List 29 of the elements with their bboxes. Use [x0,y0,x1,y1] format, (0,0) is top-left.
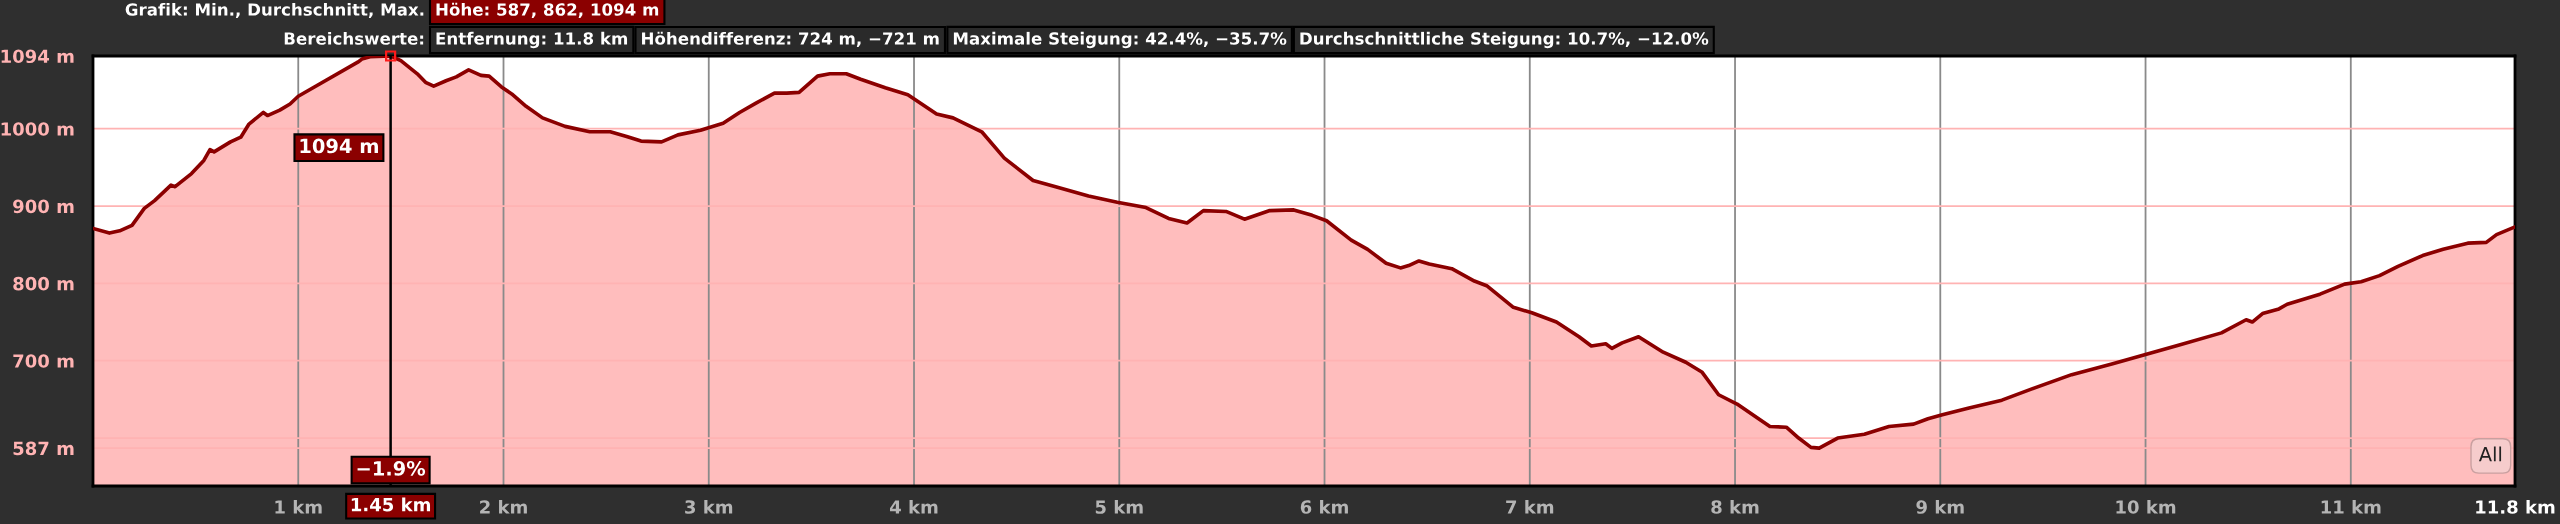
ref-line-label: 1.45 km [351,497,431,512]
text: Maximale Steigung: 42.4%, −35.7% [953,31,1287,49]
annotation: All [2478,446,2502,462]
x-tick-label: 8 km [1711,499,1759,514]
chart-subtitle: Bereichswerte: [284,31,424,45]
x-tick-label: 7 km [1506,499,1554,514]
y-tick-label: 900 m [13,199,74,214]
x-tick-label: 4 km [889,499,938,514]
x-tick-label: 9 km [1916,499,1964,514]
y-tick-label: 587 m [13,441,74,456]
text: Durchschnittliche Steigung: 10.7%, −12.0% [1300,31,1709,49]
x-tick-label: 10 km [2116,499,2176,514]
chart-title: Grafik: Min., Durchschnitt, Max. [125,2,424,18]
x-tick-label: 3 km [685,499,733,514]
y-tick-label: 1000 m [1,122,74,136]
x-tick-label: 2 km [480,499,527,514]
y-tick-label: 700 m [13,354,74,368]
text: Höhendifferenz: 724 m, −721 m [642,31,939,47]
x-tick-label: 5 km [1095,499,1143,514]
text: Entfernung: 11.8 km [436,31,628,49]
y-tick-label: 1094 m [1,49,74,64]
annotation: 1094 m [300,138,378,154]
y-tick-label: 800 m [13,276,74,291]
x-tick-label: 11 km [2321,499,2381,514]
annotation: −1.9% [357,461,426,476]
x-tick-label: 11.8 km [2476,499,2555,514]
x-tick-label: 1 km [275,499,322,514]
x-tick-label: 6 km [1300,499,1348,514]
text: Höhe: 587, 862, 1094 m [436,2,659,18]
